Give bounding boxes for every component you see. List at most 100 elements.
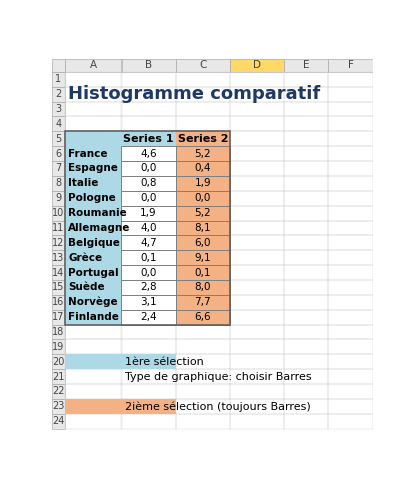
Bar xyxy=(65,324,121,340)
Bar xyxy=(121,235,176,250)
Bar xyxy=(230,206,284,220)
Bar xyxy=(52,206,65,220)
Bar xyxy=(176,265,230,280)
Bar xyxy=(176,295,230,310)
Bar xyxy=(230,220,284,235)
Bar xyxy=(176,206,230,220)
Text: 2,4: 2,4 xyxy=(140,312,157,322)
Bar xyxy=(121,161,176,176)
Bar xyxy=(52,265,65,280)
Bar xyxy=(65,250,121,265)
Text: 0,0: 0,0 xyxy=(194,193,211,203)
Bar xyxy=(230,310,284,324)
Bar xyxy=(65,191,176,206)
Bar xyxy=(65,310,176,324)
Text: 2: 2 xyxy=(55,89,61,99)
Bar xyxy=(176,354,230,369)
Bar xyxy=(121,206,176,220)
Bar xyxy=(328,295,372,310)
Bar xyxy=(52,59,65,72)
Text: 14: 14 xyxy=(52,268,64,277)
Bar xyxy=(52,176,65,191)
Bar xyxy=(328,161,372,176)
Text: Espagne: Espagne xyxy=(68,164,118,173)
Bar xyxy=(176,414,230,429)
Bar xyxy=(65,191,121,206)
Bar xyxy=(176,176,230,191)
Bar xyxy=(230,72,284,87)
Bar xyxy=(176,384,230,399)
Bar xyxy=(65,146,121,161)
Bar xyxy=(65,250,176,265)
Bar xyxy=(121,399,176,414)
Bar xyxy=(176,295,230,310)
Bar xyxy=(230,340,284,354)
Bar xyxy=(121,161,176,176)
Bar xyxy=(176,161,230,176)
Bar xyxy=(328,191,372,206)
Text: Portugal: Portugal xyxy=(68,268,119,277)
Bar xyxy=(65,131,176,146)
Bar xyxy=(328,340,372,354)
Bar xyxy=(121,191,176,206)
Bar xyxy=(121,191,176,206)
Bar xyxy=(284,384,328,399)
Bar xyxy=(121,72,176,87)
Bar xyxy=(176,295,230,310)
Bar xyxy=(121,250,176,265)
Bar xyxy=(176,220,230,235)
Bar xyxy=(65,399,176,414)
Bar xyxy=(176,235,230,250)
Bar xyxy=(52,117,65,131)
Text: 3: 3 xyxy=(55,104,61,114)
Bar xyxy=(284,324,328,340)
Bar xyxy=(65,324,121,340)
Bar xyxy=(121,220,176,235)
Bar xyxy=(65,220,121,235)
Bar xyxy=(176,250,230,265)
Bar xyxy=(230,176,284,191)
Bar xyxy=(176,131,230,146)
Bar xyxy=(121,220,176,235)
Bar xyxy=(121,176,176,191)
Bar xyxy=(284,340,328,354)
Bar xyxy=(176,340,230,354)
Text: 0,0: 0,0 xyxy=(140,164,157,173)
Bar xyxy=(121,354,176,369)
Bar xyxy=(65,354,121,369)
Text: Italie: Italie xyxy=(68,178,98,188)
Bar xyxy=(284,191,328,206)
Bar xyxy=(328,310,372,324)
Bar xyxy=(176,340,230,354)
Bar xyxy=(176,176,230,191)
Bar xyxy=(121,369,176,384)
Bar xyxy=(176,280,230,295)
Bar xyxy=(65,235,176,250)
Bar xyxy=(284,101,328,117)
Bar xyxy=(230,146,284,161)
Bar xyxy=(230,161,284,176)
Bar xyxy=(230,280,284,295)
Bar xyxy=(121,161,176,176)
Bar xyxy=(328,176,372,191)
Bar xyxy=(52,235,65,250)
Bar xyxy=(52,176,65,191)
Bar xyxy=(65,117,121,131)
Bar xyxy=(176,146,230,161)
Bar xyxy=(230,161,284,176)
Bar xyxy=(65,87,121,101)
Bar xyxy=(52,369,65,384)
Bar xyxy=(121,250,176,265)
Text: 1ère sélection: 1ère sélection xyxy=(125,357,204,367)
Bar xyxy=(284,265,328,280)
Bar xyxy=(284,280,328,295)
Bar xyxy=(65,310,121,324)
Text: D: D xyxy=(252,60,261,71)
Bar xyxy=(328,117,372,131)
Bar xyxy=(176,295,230,310)
Bar xyxy=(121,206,176,220)
Bar xyxy=(52,191,65,206)
Bar xyxy=(65,280,121,295)
Bar xyxy=(121,250,176,265)
Bar xyxy=(284,59,328,72)
